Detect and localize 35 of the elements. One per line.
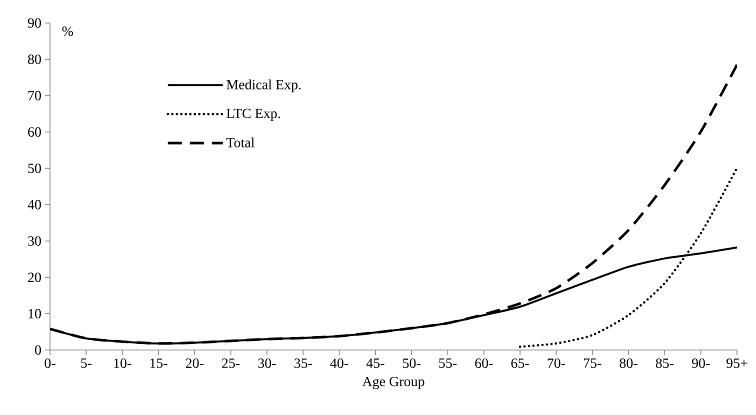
y-tick-label: 50 (28, 164, 41, 174)
x-tick-label: 10- (114, 358, 132, 368)
y-tick-label: 90 (28, 18, 41, 28)
y-tick-label: 80 (28, 54, 41, 64)
x-tick-label: 80- (620, 358, 638, 368)
x-tick-label: 45- (366, 358, 384, 368)
x-tick-label: 60- (475, 358, 493, 368)
x-tick-label: 30- (258, 358, 276, 368)
x-tick-label: 40- (330, 358, 348, 368)
y-axis-title: % (62, 26, 73, 36)
x-tick-label: 25- (222, 358, 240, 368)
x-tick-label: 70- (548, 358, 566, 368)
x-tick-label: 35- (294, 358, 312, 368)
y-tick-label: 0 (35, 345, 41, 355)
y-tick-label: 60 (28, 127, 41, 137)
x-tick-label: 90- (692, 358, 710, 368)
x-tick-label: 95+ (726, 358, 748, 368)
legend-label: Total (226, 137, 254, 148)
y-tick-label: 30 (28, 236, 41, 246)
x-tick-label: 15- (150, 358, 168, 368)
y-tick-label: 70 (28, 90, 41, 100)
y-tick-label: 40 (28, 200, 41, 210)
x-tick-label: 5- (81, 358, 92, 368)
x-tick-label: 20- (186, 358, 204, 368)
legend-label: Medical Exp. (226, 80, 301, 92)
y-tick-label: 10 (28, 308, 41, 318)
x-tick-label: 0- (44, 358, 56, 368)
x-tick-label: 50- (403, 358, 420, 368)
x-tick-label: 85- (656, 358, 674, 368)
legend-label: LTC Exp. (226, 108, 280, 121)
x-tick-label: 55- (439, 358, 457, 368)
y-tick-label: 20 (28, 272, 41, 282)
x-tick-label: 65- (511, 358, 529, 368)
x-tick-label: 75- (584, 358, 602, 368)
x-axis-title: Age Group (362, 376, 424, 390)
